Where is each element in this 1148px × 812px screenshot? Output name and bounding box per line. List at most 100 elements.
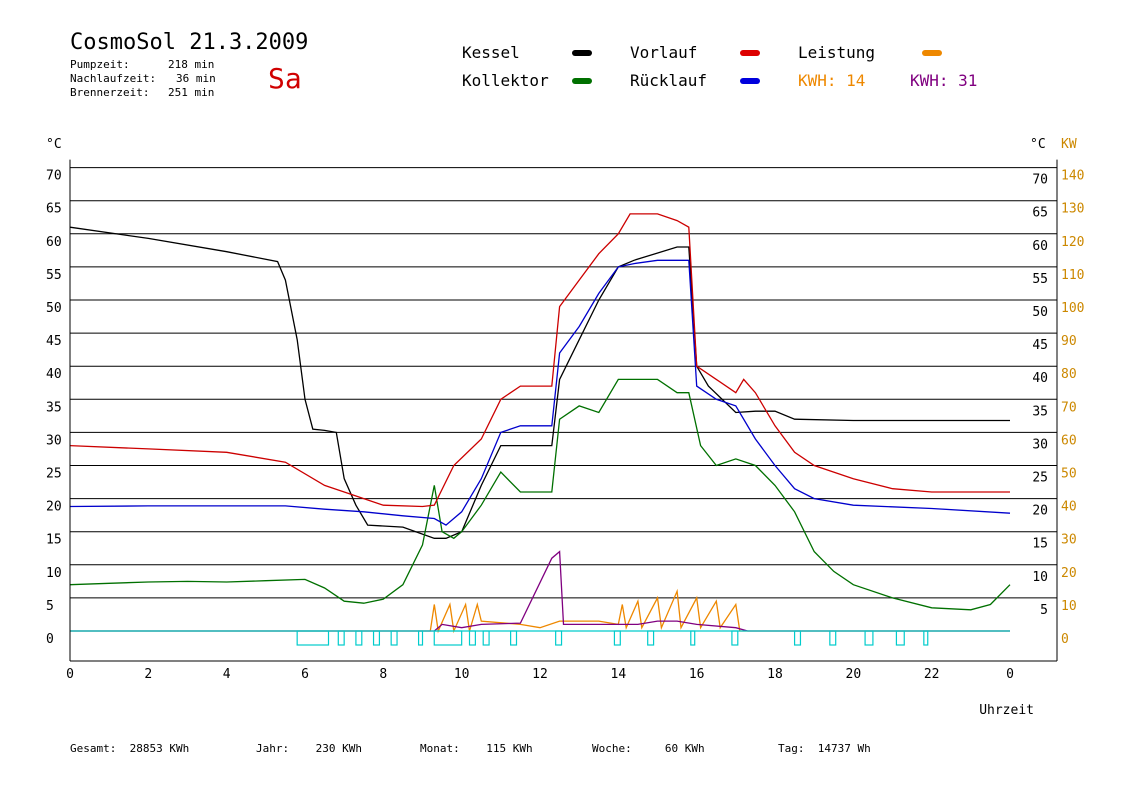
footer-gesamt: Gesamt: 28853 KWh (70, 742, 190, 755)
y-tick-right-temp-55: 55 (1032, 272, 1048, 287)
y-tick-left-70: 70 (46, 169, 62, 184)
x-axis-label: Uhrzeit (979, 703, 1034, 718)
y-axis-label-right-temp: °C (1030, 137, 1046, 152)
y-tick-right-temp-5: 5 (1040, 603, 1048, 618)
legend-swatch-leistung (922, 50, 942, 56)
pump-interval-8 (482, 630, 490, 646)
y-tick-right-power-0: 0 (1061, 632, 1069, 647)
pump-interval-11 (613, 630, 621, 646)
pump-interval-5 (417, 630, 424, 646)
legend-kollektor: Kollektor (462, 71, 549, 90)
pump-interval-12 (647, 630, 655, 646)
y-axis-label-left: °C (46, 137, 62, 152)
weekday-label: Sa (268, 62, 302, 95)
y-tick-left-40: 40 (46, 367, 62, 382)
pump-interval-0 (296, 630, 330, 646)
y-tick-right-temp-70: 70 (1032, 173, 1048, 188)
x-tick-4: 8 (379, 667, 387, 682)
y-tick-left-55: 55 (46, 268, 62, 283)
legend-kessel: Kessel (462, 43, 520, 62)
x-tick-10: 20 (846, 667, 862, 682)
pump-interval-4 (390, 630, 398, 646)
y-tick-right-power-30: 30 (1061, 533, 1077, 548)
legend-swatch-vorlauf (740, 50, 760, 56)
y-tick-right-temp-30: 30 (1032, 437, 1048, 452)
chart-title: CosmoSol 21.3.2009 (70, 30, 309, 55)
x-tick-7: 14 (611, 667, 627, 682)
x-tick-11: 22 (924, 667, 940, 682)
pump-interval-15 (793, 630, 802, 646)
y-tick-right-power-140: 140 (1061, 169, 1084, 184)
x-tick-6: 12 (532, 667, 548, 682)
y-tick-right-temp-20: 20 (1032, 504, 1048, 519)
x-tick-9: 18 (767, 667, 783, 682)
footer-jahr: Jahr: 230 KWh (256, 742, 362, 755)
pump-interval-17 (864, 630, 874, 646)
y-tick-right-power-80: 80 (1061, 367, 1077, 382)
x-tick-0: 0 (66, 667, 74, 682)
y-tick-right-power-90: 90 (1061, 334, 1077, 349)
y-tick-left-0: 0 (46, 632, 54, 647)
y-tick-right-power-120: 120 (1061, 235, 1084, 250)
y-tick-right-power-20: 20 (1061, 566, 1077, 581)
y-tick-right-power-100: 100 (1061, 301, 1084, 316)
y-tick-left-20: 20 (46, 500, 62, 515)
y-tick-left-15: 15 (46, 533, 62, 548)
y-tick-right-temp-35: 35 (1032, 404, 1048, 419)
pump-interval-13 (690, 630, 696, 646)
footer-monat: Monat: 115 KWh (420, 742, 533, 755)
legend-vorlauf: Vorlauf (630, 43, 698, 62)
pump-interval-18 (895, 630, 905, 646)
series-line-leistung (70, 588, 1010, 634)
series-line-ruecklauf (69, 259, 1011, 526)
series-line-kollektor (69, 378, 1011, 611)
pump-interval-10 (555, 630, 563, 646)
x-tick-3: 6 (301, 667, 309, 682)
legend-kwh-1: KWH: 14 (798, 71, 866, 90)
y-tick-left-30: 30 (46, 433, 62, 448)
y-tick-right-temp-40: 40 (1032, 371, 1048, 386)
y-tick-right-temp-45: 45 (1032, 338, 1048, 353)
x-tick-12: 0 (1006, 667, 1014, 682)
y-tick-right-power-130: 130 (1061, 202, 1084, 217)
y-tick-right-power-50: 50 (1061, 467, 1077, 482)
series-line-kwh2 (70, 550, 1010, 632)
pump-interval-3 (372, 630, 381, 646)
y-tick-left-5: 5 (46, 599, 54, 614)
pump-interval-14 (731, 630, 739, 646)
footer-woche: Woche: 60 KWh (592, 742, 705, 755)
x-tick-5: 10 (454, 667, 470, 682)
x-tick-2: 4 (223, 667, 231, 682)
pump-interval-1 (337, 630, 345, 646)
y-tick-left-45: 45 (46, 334, 62, 349)
legend-swatch-kollektor (572, 78, 592, 84)
y-tick-left-50: 50 (46, 301, 62, 316)
legend-swatch-ruecklauf (740, 78, 760, 84)
x-tick-8: 16 (689, 667, 705, 682)
pump-interval-2 (355, 630, 363, 646)
y-tick-left-65: 65 (46, 202, 62, 217)
pump-interval-7 (468, 630, 476, 646)
y-tick-right-power-70: 70 (1061, 400, 1077, 415)
pump-interval-6 (433, 630, 463, 646)
y-tick-right-temp-25: 25 (1032, 471, 1048, 486)
y-tick-right-temp-60: 60 (1032, 239, 1048, 254)
stat-pumpzeit: Pumpzeit: 218 min (70, 58, 215, 71)
legend-leistung: Leistung (798, 43, 876, 62)
legend-swatch-kessel (572, 50, 592, 56)
y-tick-right-power-110: 110 (1061, 268, 1084, 283)
legend-ruecklauf: Rücklauf (630, 71, 708, 90)
y-tick-right-power-40: 40 (1061, 500, 1077, 515)
pump-interval-9 (510, 630, 518, 646)
y-tick-right-power-60: 60 (1061, 433, 1077, 448)
footer-tag: Tag: 14737 Wh (778, 742, 871, 755)
y-tick-right-temp-50: 50 (1032, 305, 1048, 320)
y-axis-label-right-power: KW (1061, 137, 1077, 152)
y-tick-left-35: 35 (46, 400, 62, 415)
y-tick-left-60: 60 (46, 235, 62, 250)
legend-kwh-2: KWH: 31 (910, 71, 978, 90)
y-tick-right-temp-10: 10 (1032, 570, 1048, 585)
stat-brennerzeit: Brennerzeit: 251 min (70, 86, 215, 99)
stat-nachlaufzeit: Nachlaufzeit: 36 min (70, 72, 216, 85)
